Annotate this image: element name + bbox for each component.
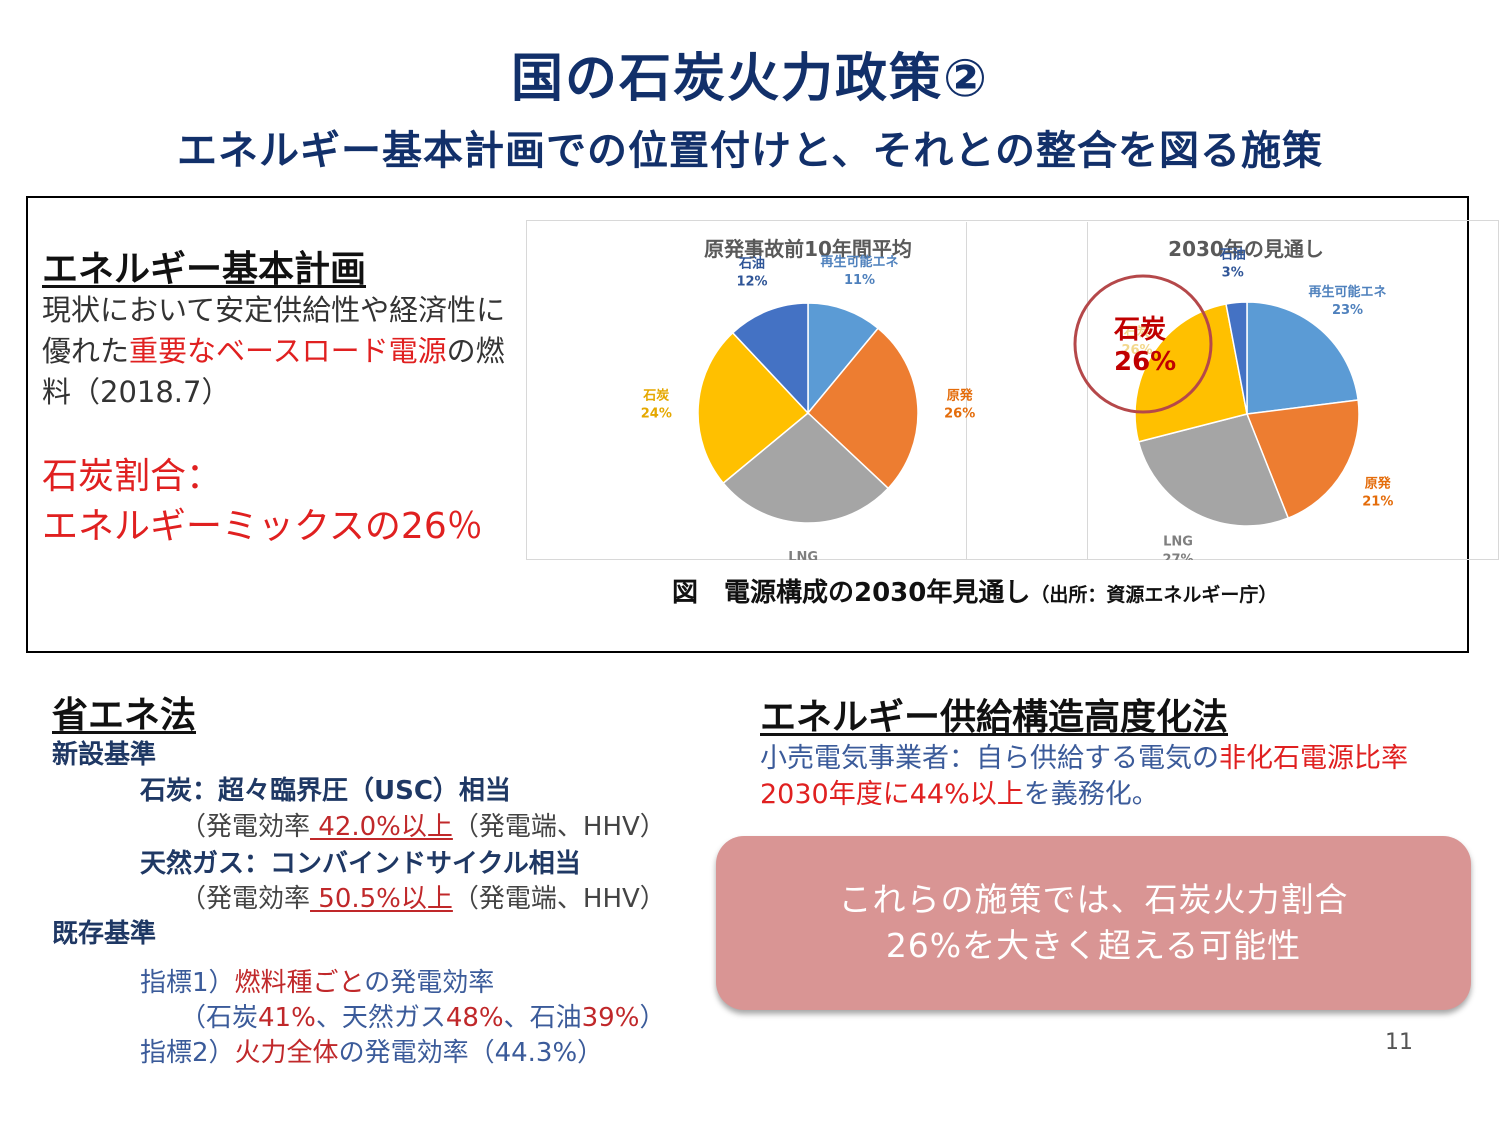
index2-suffix: の発電効率（44.3%） <box>338 1038 604 1068</box>
conclusion-line2: 26%を大きく超える可能性 <box>885 926 1302 965</box>
pie-title-2030: 2030年の見通し <box>1168 237 1324 261</box>
pie1-value-nuclear: 21% <box>1362 494 1393 509</box>
energy-saving-law-heading: 省エネ法 <box>52 695 197 736</box>
existing-standard-label: 既存基準 <box>52 919 157 949</box>
coal-standard-line: 石炭：超々臨界圧（USC）相当 <box>140 776 511 806</box>
gas-efficiency-line: （発電効率 50.5%以上（発電端、HHV） <box>180 878 666 915</box>
gas-eff-value: 50.5%以上 <box>310 884 453 914</box>
pie-charts: 原発事故前10年間平均 再生可能エネ 11% 原発 26% LNG 27% 石炭 24% 石油 1… <box>641 237 1394 560</box>
pie-chart-2030: 2030年の見通し 再生可能エネ 23% 原発 21% LNG 27% 石炭 26% 石油 3% <box>1121 237 1393 560</box>
coal-highlight-value: 26% <box>1114 347 1176 377</box>
gas-standard-line: 天然ガス：コンバインドサイクル相当 <box>140 849 581 879</box>
supply-law-line2-suffix: を義務化。 <box>1023 779 1159 810</box>
pie0-label-oil: 石油 <box>738 256 765 272</box>
coal-eff-value: 42.0%以上 <box>310 812 453 842</box>
conclusion-callout: これらの施策では、石炭火力割合 26%を大きく超える可能性 <box>716 836 1471 1010</box>
index1-suffix: の発電効率 <box>364 968 495 998</box>
target-2030-highlight: 2030年度に44%以上 <box>760 779 1024 810</box>
pie1-label-renewable: 再生可能エネ <box>1308 284 1386 300</box>
baseload-highlight: 重要なベースロード電源 <box>129 334 447 368</box>
coal-efficiency-line: （発電効率 42.0%以上（発電端、HHV） <box>180 806 666 843</box>
pie-chart-before-accident: 原発事故前10年間平均 再生可能エネ11%原発26%LNG27%石炭24%石油1… <box>641 237 976 560</box>
index2-line: 指標2）火力全体の発電効率（44.3%） <box>140 1032 603 1069</box>
index1-oil-value: 39% <box>581 1003 640 1033</box>
index1-open: （石炭 <box>180 1003 259 1033</box>
index2-prefix: 指標2） <box>140 1038 235 1068</box>
pie0-value-nuclear: 26% <box>944 407 975 422</box>
non-fossil-ratio-highlight: 非化石電源比率 <box>1219 743 1408 774</box>
pie0-slice-renewable <box>807 302 880 416</box>
index1-close: ） <box>639 1003 666 1033</box>
pie0-label-lng: LNG <box>788 550 818 560</box>
figure-caption-source: （出所：資源エネルギー庁） <box>1030 584 1278 606</box>
gas-eff-suffix: （発電端、HHV） <box>452 884 666 914</box>
pie1-slice-lng <box>1137 413 1290 527</box>
basic-plan-desc-part1: 現状において安定供給性や経済性に優れた <box>42 293 506 368</box>
pie0-value-coal: 24% <box>641 407 672 422</box>
basic-plan-heading: エネルギー基本計画 <box>42 249 367 290</box>
pie0-value-renewable: 11% <box>844 273 875 288</box>
index1-sep2: 、石油 <box>503 1003 582 1033</box>
index1-sep1: 、天然ガス <box>315 1003 446 1033</box>
pie1-slice-oil <box>1225 301 1248 415</box>
basic-plan-description: 現状において安定供給性や経済性に優れた重要なベースロード電源の燃料（2018.7… <box>42 290 522 413</box>
pie1-value-oil: 3% <box>1222 266 1244 281</box>
pie1-label-coal: 石炭 <box>1123 324 1150 340</box>
pie1-label-nuclear: 原発 <box>1365 475 1392 491</box>
new-standard-label: 新設基準 <box>52 740 157 770</box>
coal-eff-prefix: （発電効率 <box>180 812 311 842</box>
pie0-value-oil: 12% <box>736 275 767 290</box>
index1-highlight: 燃料種ごと <box>234 968 365 998</box>
chart-frame <box>526 220 1499 560</box>
pie1-value-lng: 27% <box>1162 552 1193 560</box>
coal-highlight-circle <box>1073 274 1213 414</box>
coal-eff-suffix: （発電端、HHV） <box>452 812 666 842</box>
conclusion-text: これらの施策では、石炭火力割合 26%を大きく超える可能性 <box>839 877 1349 969</box>
index1-gas-value: 48% <box>445 1003 504 1033</box>
pie0-slice-oil <box>731 302 809 415</box>
conclusion-line1: これらの施策では、石炭火力割合 <box>838 880 1349 919</box>
coal-highlight-label: 石炭 <box>1113 315 1166 345</box>
pie1-slice-nuclear <box>1245 399 1360 520</box>
basic-plan-box <box>26 196 1469 653</box>
supply-law-line1-prefix: 小売電気事業者：自ら供給する電気の <box>760 743 1219 774</box>
page-number: 11 <box>1385 1030 1413 1055</box>
pie0-slice-lng <box>722 412 890 524</box>
coal-ratio: 石炭割合： エネルギーミックスの26％ <box>42 452 483 552</box>
coal-ratio-line1: 石炭割合： <box>42 456 223 497</box>
index2-highlight: 火力全体 <box>234 1038 339 1068</box>
figure-caption-main: 図 電源構成の2030年見通し <box>672 578 1031 608</box>
supply-law-heading: エネルギー供給構造高度化法 <box>760 697 1229 738</box>
pie0-label-renewable: 再生可能エネ <box>820 254 898 270</box>
basic-plan-desc-part2: の燃料（2018.7） <box>42 334 505 409</box>
pie0-label-nuclear: 原発 <box>947 388 974 404</box>
pie1-slice-coal <box>1134 303 1248 443</box>
slide-title: 国の石炭火力政策② <box>510 49 990 109</box>
figure-caption: 図 電源構成の2030年見通し（出所：資源エネルギー庁） <box>672 572 1277 609</box>
index1-line: 指標1）燃料種ごとの発電効率 <box>140 962 494 999</box>
pie0-slice-nuclear <box>806 327 919 490</box>
index1-prefix: 指標1） <box>140 968 235 998</box>
gas-eff-prefix: （発電効率 <box>180 884 311 914</box>
supply-law-line1: 小売電気事業者：自ら供給する電気の非化石電源比率 <box>760 736 1408 775</box>
coal-ratio-line2: エネルギーミックスの26％ <box>42 506 483 547</box>
pie1-value-renewable: 23% <box>1332 303 1363 318</box>
pie1-slice-renewable <box>1246 301 1359 415</box>
supply-law-line2: 2030年度に44%以上を義務化。 <box>760 772 1159 811</box>
pie-title-before-accident: 原発事故前10年間平均 <box>704 237 912 261</box>
index1-coal-value: 41% <box>258 1003 316 1033</box>
pie1-label-lng: LNG <box>1163 534 1193 549</box>
pie1-value-coal: 26% <box>1121 343 1152 358</box>
index1-values-line: （石炭41%、天然ガス48%、石油39%） <box>180 997 665 1034</box>
slide-subtitle: エネルギー基本計画での位置付けと、それとの整合を図る施策 <box>177 128 1323 174</box>
chart-divider <box>966 222 1088 559</box>
pie0-slice-coal <box>697 331 810 485</box>
pie1-label-oil: 石油 <box>1219 247 1246 263</box>
pie0-label-coal: 石炭 <box>642 388 669 404</box>
